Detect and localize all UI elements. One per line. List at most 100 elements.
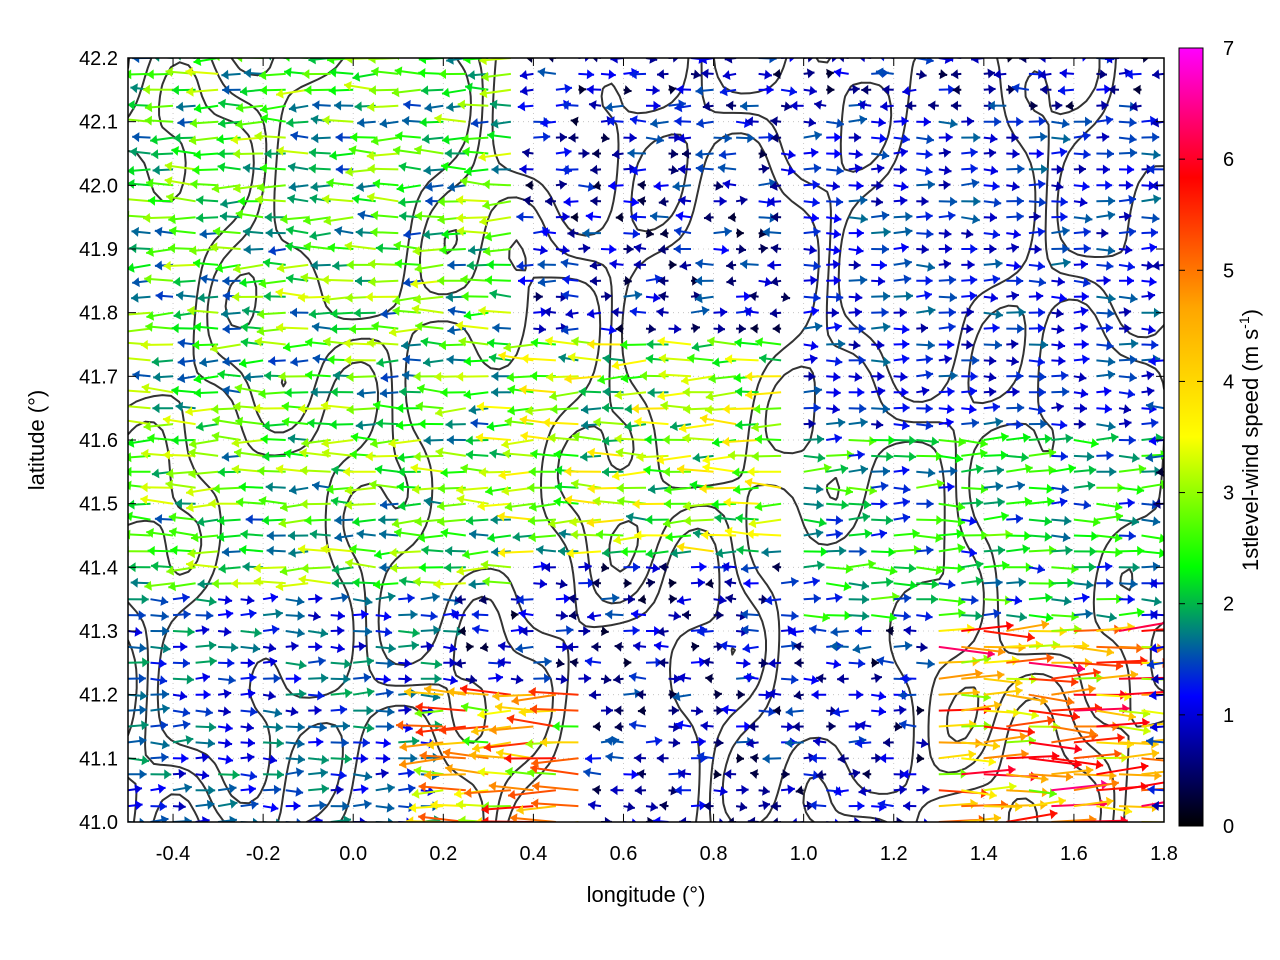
- wind-vector: [300, 499, 331, 510]
- wind-vector: [1051, 640, 1090, 651]
- wind-vector: [961, 371, 978, 382]
- wind-vector: [145, 321, 174, 332]
- wind-vector: [331, 578, 354, 589]
- wind-vector: [803, 130, 822, 141]
- wind-vector: [518, 609, 534, 619]
- wind-vector: [457, 99, 489, 110]
- wind-vector: [690, 577, 705, 588]
- wind-vector: [1051, 757, 1104, 770]
- wind-vector: [1051, 258, 1071, 268]
- wind-vector: [961, 259, 975, 270]
- wind-vector: [961, 244, 978, 254]
- wind-vector: [1163, 820, 1164, 822]
- wind-vector: [147, 545, 174, 556]
- wind-vector: [616, 483, 647, 493]
- wind-vector: [961, 595, 979, 605]
- wind-vector: [1028, 291, 1044, 302]
- wind-vector: [190, 179, 219, 190]
- wind-vector: [938, 370, 958, 381]
- wind-vector: [767, 196, 782, 207]
- wind-vector: [916, 369, 934, 380]
- wind-vector: [147, 433, 174, 444]
- wind-vector: [456, 213, 489, 224]
- wind-vector: [398, 736, 420, 747]
- wind-vector: [848, 464, 869, 475]
- wind-vector: [467, 70, 489, 80]
- wind-vector: [307, 418, 331, 429]
- wind-vector: [171, 146, 196, 156]
- wind-vector: [308, 673, 329, 684]
- wind-vector: [811, 689, 827, 700]
- wind-vector: [368, 479, 399, 490]
- wind-vector: [1073, 546, 1097, 557]
- wind-vector: [1096, 132, 1110, 143]
- wind-vector: [173, 133, 196, 143]
- wind-vector: [658, 291, 669, 302]
- wind-vector: [1129, 101, 1142, 112]
- wind-vector: [689, 480, 714, 491]
- wind-vector: [355, 420, 376, 431]
- wind-vector: [893, 242, 909, 253]
- wind-vector: [724, 577, 737, 588]
- x-tick-label: 1.8: [1150, 843, 1178, 865]
- wind-vector: [893, 291, 914, 302]
- wind-vector: [1118, 307, 1132, 318]
- wind-vector: [668, 610, 682, 621]
- wind-vector: [488, 781, 534, 792]
- wind-vector: [871, 150, 890, 160]
- wind-vector: [803, 58, 814, 63]
- wind-vector: [583, 767, 602, 778]
- wind-vector: [330, 308, 354, 319]
- wind-vector: [578, 84, 587, 95]
- wind-vector: [320, 544, 354, 554]
- wind-vector: [938, 749, 977, 760]
- wind-vector: [871, 244, 890, 255]
- wind-vector: [128, 423, 129, 425]
- wind-vector: [780, 101, 792, 112]
- wind-vector: [593, 417, 624, 428]
- wind-vector: [440, 528, 466, 538]
- wind-vector: [263, 784, 282, 795]
- wind-vector: [758, 785, 770, 796]
- wind-vector: [398, 593, 415, 604]
- wind-vector: [961, 214, 980, 225]
- wind-vector: [321, 194, 354, 205]
- wind-vector: [185, 406, 219, 417]
- wind-vector: [1028, 757, 1082, 769]
- wind-vector: [240, 595, 255, 605]
- wind-vector: [379, 388, 399, 399]
- colorbar-tick-label: 7: [1223, 38, 1234, 60]
- wind-vector: [275, 581, 309, 592]
- wind-vector: [560, 325, 579, 335]
- wind-vector: [353, 656, 375, 667]
- wind-vector: [1028, 211, 1041, 222]
- wind-vector: [758, 277, 773, 287]
- wind-vector: [379, 118, 399, 129]
- wind-vector: [172, 707, 191, 718]
- wind-vector: [286, 117, 309, 128]
- wind-vector: [131, 292, 151, 303]
- wind-vector: [195, 421, 219, 432]
- wind-vector: [699, 414, 737, 426]
- wind-vector: [848, 115, 868, 125]
- wind-vector: [195, 625, 210, 636]
- wind-vector: [961, 497, 984, 508]
- wind-vector: [1163, 232, 1164, 234]
- wind-vector: [916, 228, 934, 239]
- wind-vector: [128, 673, 146, 684]
- wind-vector: [848, 372, 863, 382]
- wind-vector: [401, 340, 421, 351]
- wind-vector: [330, 674, 351, 684]
- wind-vector: [153, 372, 174, 383]
- wind-vector: [263, 818, 281, 822]
- x-axis: -0.4 -0.2 0.0 0.2 0.4 0.6 0.8 1.0 1.2 1.4 1.6 1.8: [156, 58, 1178, 865]
- wind-vector: [893, 580, 918, 591]
- wind-vector: [961, 323, 974, 334]
- wind-vector: [168, 214, 196, 225]
- wind-vector: [398, 609, 418, 620]
- wind-vector: [1028, 356, 1046, 367]
- wind-vector: [375, 688, 394, 699]
- wind-vector: [245, 514, 264, 525]
- wind-vector: [803, 499, 824, 510]
- wind-vector: [1006, 419, 1024, 430]
